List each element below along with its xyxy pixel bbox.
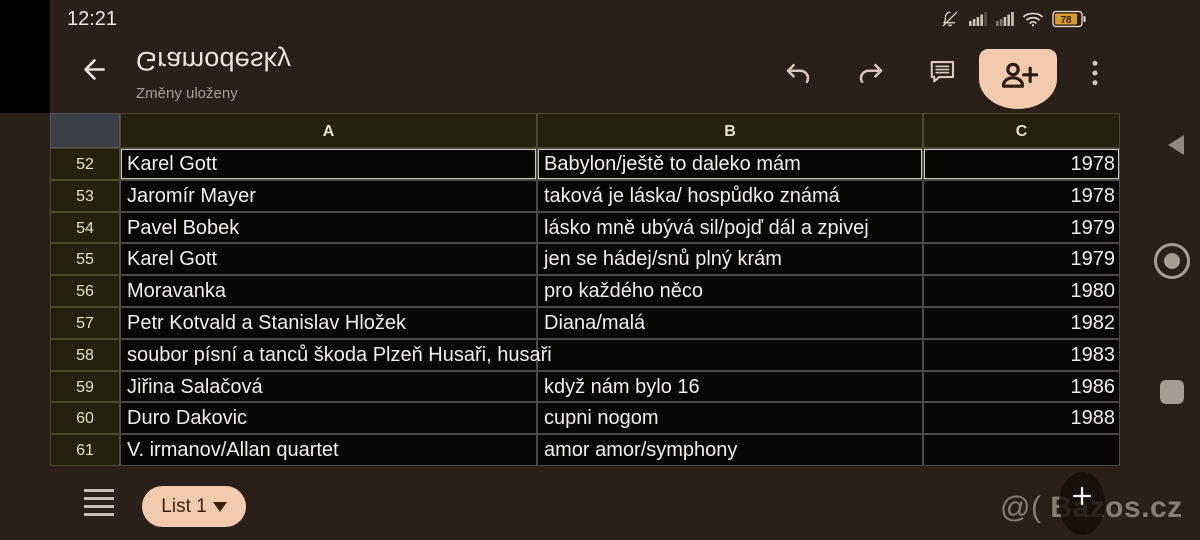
svg-text:78: 78 xyxy=(1060,15,1072,26)
